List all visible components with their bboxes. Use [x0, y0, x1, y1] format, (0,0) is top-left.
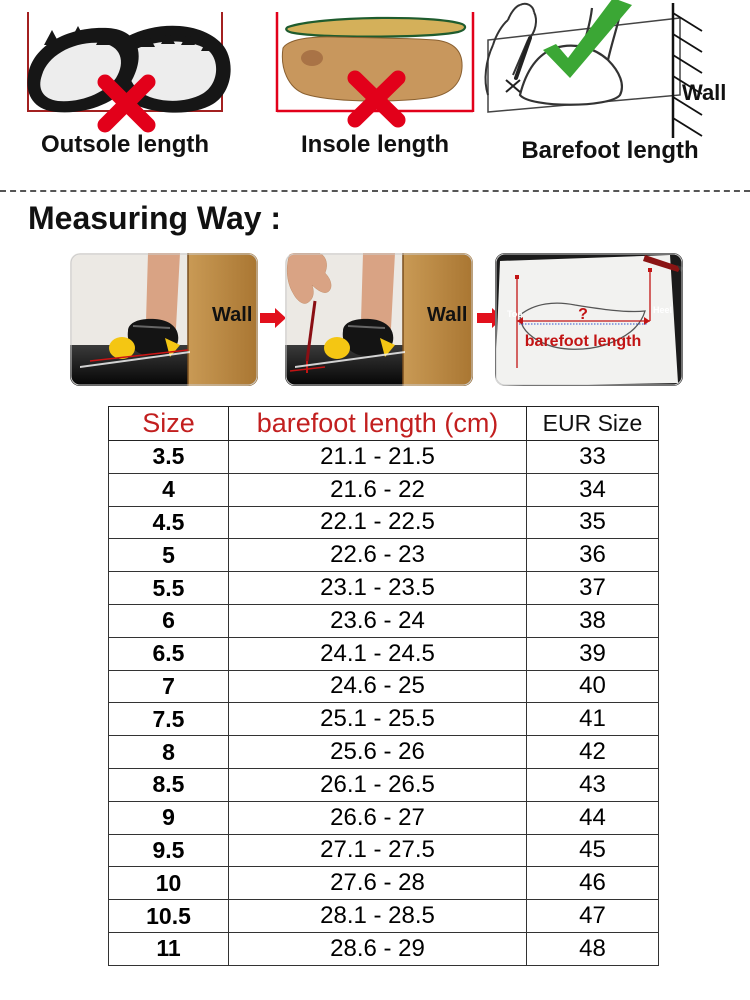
svg-text:Wall: Wall: [212, 304, 252, 326]
svg-text:barefoot length: barefoot length: [525, 333, 641, 350]
svg-text:Insole length: Insole length: [301, 131, 449, 158]
svg-text:Toe: Toe: [507, 309, 522, 319]
svg-text:Wall: Wall: [427, 304, 467, 326]
svg-text:Outsole length: Outsole length: [41, 131, 209, 158]
svg-text:?: ?: [578, 306, 588, 323]
svg-text:Barefoot length: Barefoot length: [521, 137, 698, 164]
svg-text:Wall: Wall: [682, 80, 726, 105]
svg-text:Heel: Heel: [653, 305, 672, 315]
